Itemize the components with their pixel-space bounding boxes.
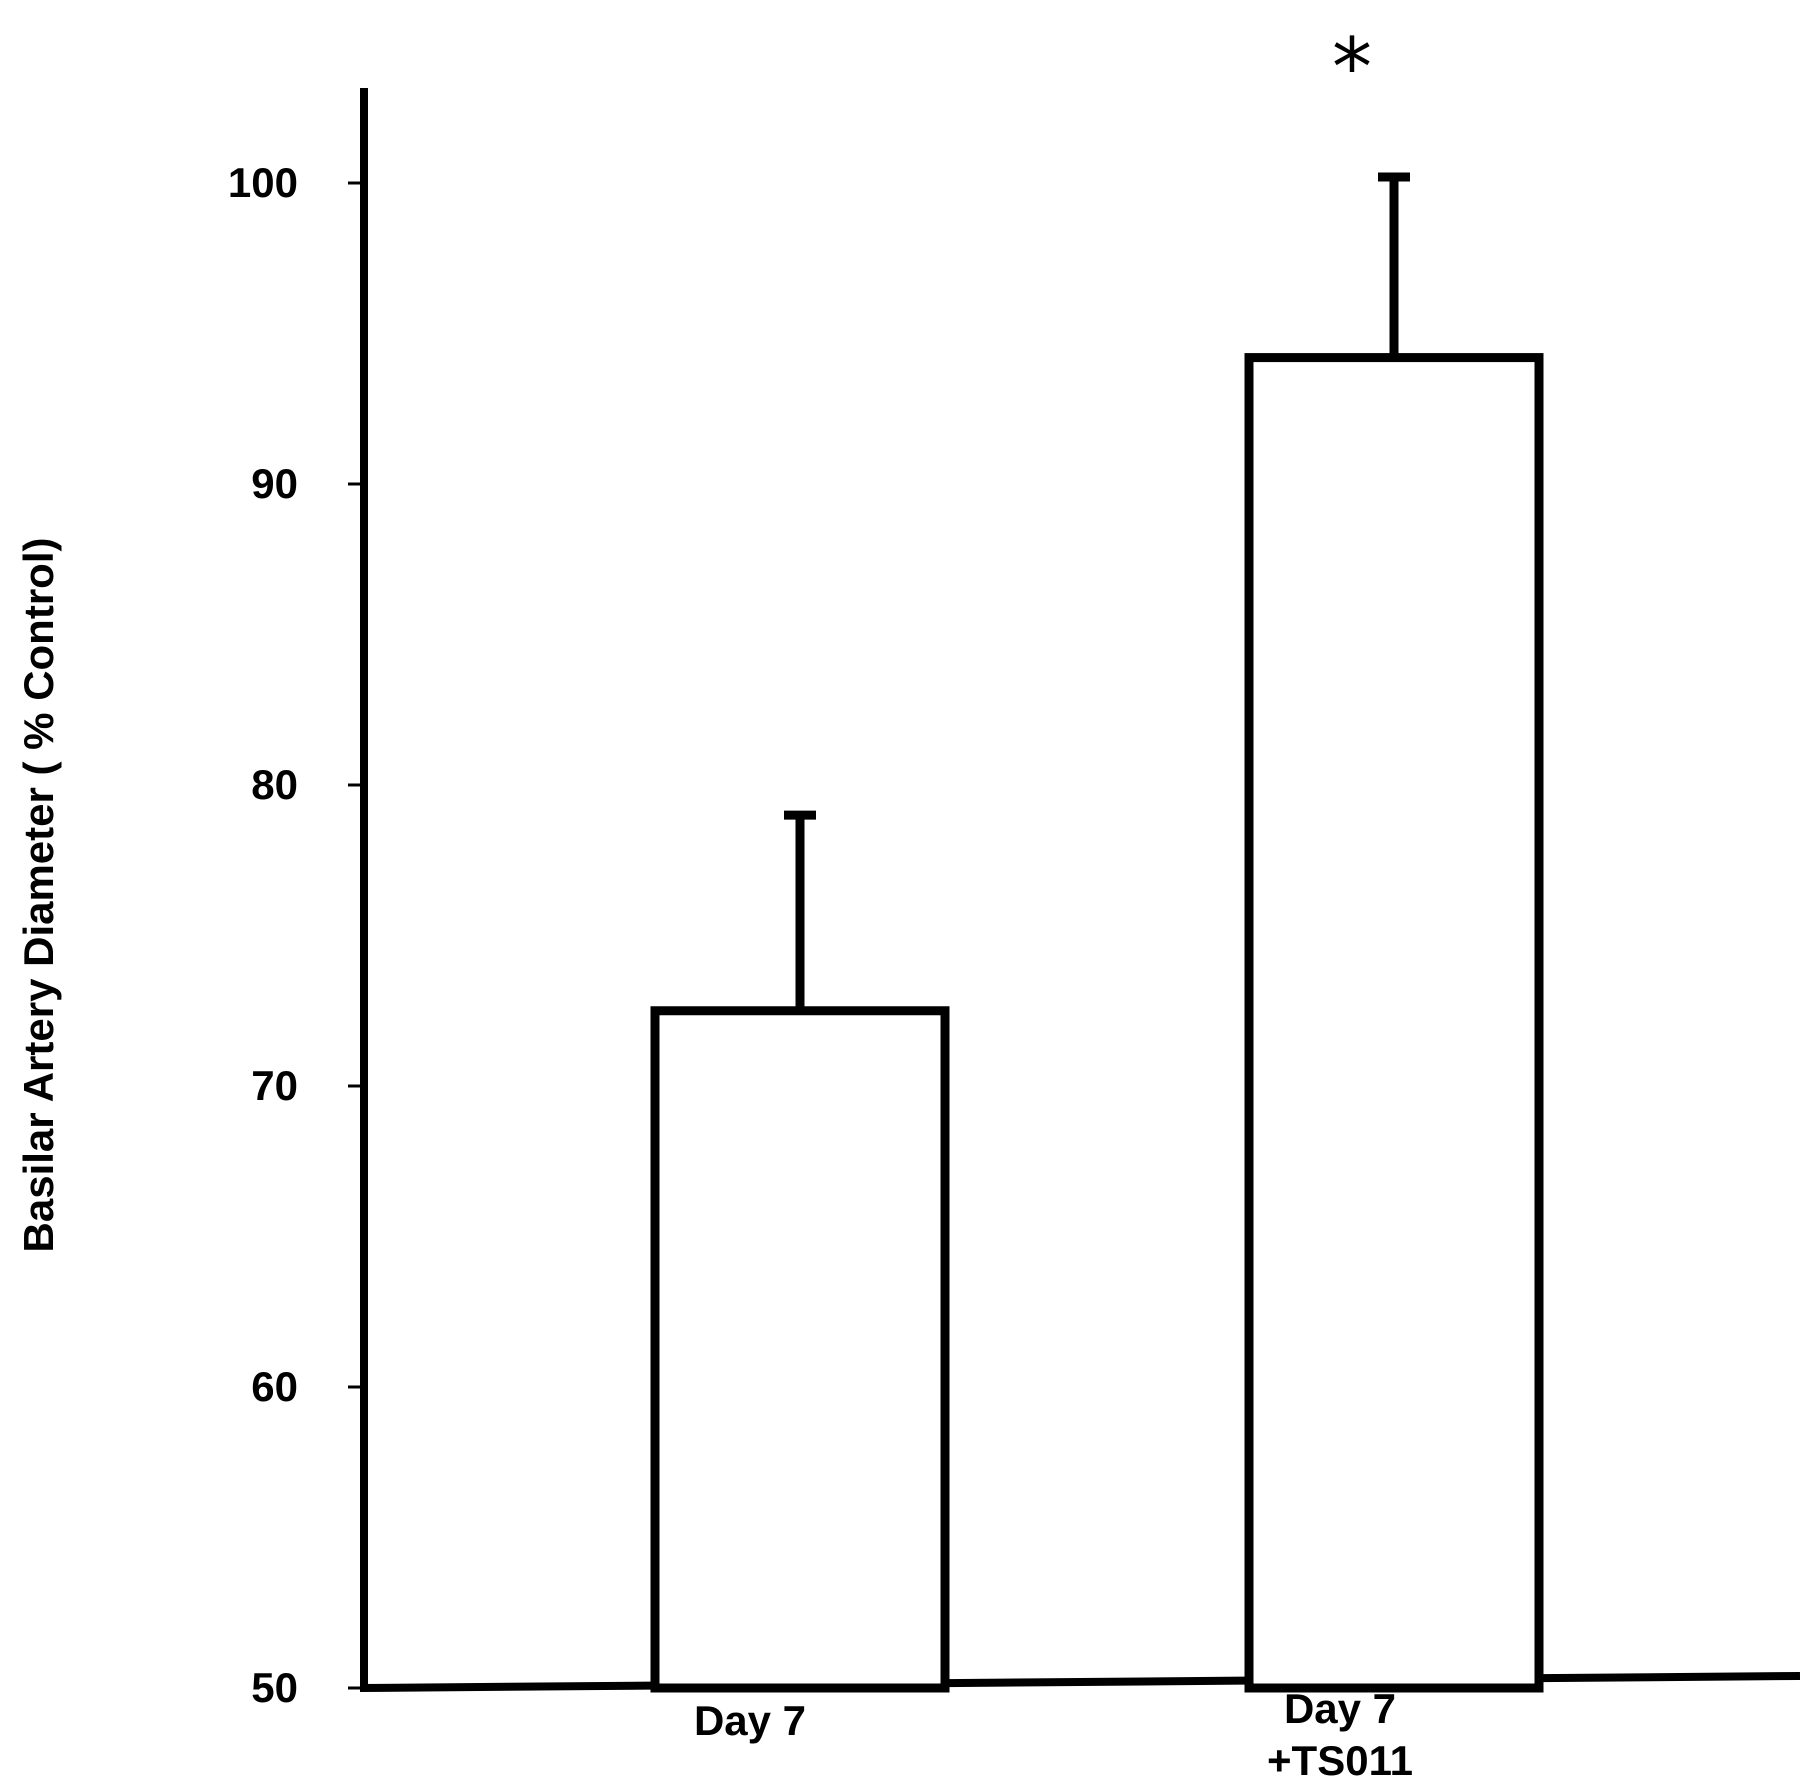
annotations: * bbox=[1332, 21, 1372, 114]
y-tick-label: 50 bbox=[251, 1664, 298, 1711]
bar-0 bbox=[650, 1006, 950, 1693]
y-tick-label: 90 bbox=[251, 460, 298, 507]
y-tick-label: 80 bbox=[251, 761, 298, 808]
y-tick-label: 70 bbox=[251, 1062, 298, 1109]
x-category-label: +TS011 bbox=[1267, 1737, 1413, 1778]
error-bars bbox=[784, 172, 1410, 1011]
axes bbox=[359, 88, 1800, 1692]
bars bbox=[650, 353, 1544, 1693]
y-ticks: 50 60 70 80 90 100 bbox=[228, 159, 364, 1711]
y-axis-title-group: Basilar Artery Diameter ( % Control) bbox=[15, 538, 62, 1253]
x-axis-line bbox=[359, 1672, 1800, 1692]
x-labels: Day 7 Day 7 +TS011 bbox=[694, 1685, 1413, 1778]
x-category-label: Day 7 bbox=[694, 1697, 806, 1744]
y-axis-title: Basilar Artery Diameter ( % Control) bbox=[15, 538, 62, 1253]
y-tick-label: 100 bbox=[228, 159, 298, 206]
x-category-label: Day 7 bbox=[1284, 1685, 1396, 1732]
bar-1 bbox=[1244, 353, 1544, 1693]
significance-annotation: * bbox=[1332, 21, 1372, 114]
y-tick-label: 60 bbox=[251, 1363, 298, 1410]
